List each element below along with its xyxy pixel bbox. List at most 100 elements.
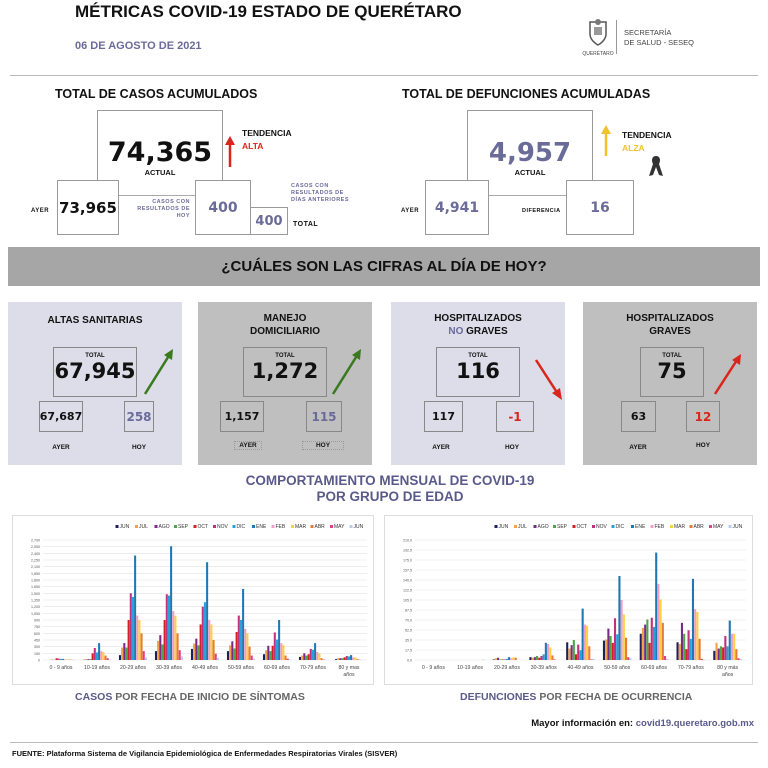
deaths-trend-label: TENDENCIA bbox=[622, 130, 672, 140]
y-tick-label: 2,400 bbox=[31, 552, 40, 556]
bar bbox=[269, 651, 272, 660]
cases-total-label: TOTAL bbox=[293, 221, 319, 228]
bar bbox=[512, 657, 515, 660]
bar bbox=[644, 624, 647, 660]
bar bbox=[106, 658, 109, 660]
deaths-chart-caption: DEFUNCIONES POR FECHA DE OCURRENCIA bbox=[460, 691, 692, 703]
cases-total-box: 400 bbox=[250, 207, 288, 235]
x-tick-label: 40-49 años bbox=[192, 665, 218, 671]
legend-swatch bbox=[252, 525, 255, 528]
trend-up-arrow-icon bbox=[225, 136, 235, 167]
y-tick-label: 0 bbox=[38, 659, 40, 663]
card-title-line-1: HOSPITALIZADOS bbox=[626, 313, 714, 324]
bar bbox=[159, 635, 162, 660]
y-tick-label: 1,050 bbox=[31, 612, 40, 616]
bar bbox=[278, 620, 281, 660]
bar bbox=[127, 620, 130, 660]
x-tick-label: 0 - 9 años bbox=[49, 665, 72, 671]
bar bbox=[265, 650, 268, 660]
x-tick-label: 40-49 años bbox=[568, 665, 594, 671]
card-title-text: ALTAS SANITARIAS bbox=[47, 315, 143, 326]
bar bbox=[627, 657, 630, 660]
card-title-line-2: NO GRAVES bbox=[391, 325, 565, 338]
bar bbox=[125, 647, 128, 660]
card-hospitalizados-graves: HOSPITALIZADOS GRAVES TOTAL 75 63 12 AYER … bbox=[583, 302, 757, 465]
legend-label: ENE bbox=[256, 524, 267, 530]
cases-trend-value: ALTA bbox=[242, 141, 264, 151]
bar bbox=[605, 639, 608, 660]
bar bbox=[282, 644, 285, 660]
card-ayer-box: 1,157 bbox=[220, 401, 264, 432]
bar bbox=[529, 657, 532, 660]
bar bbox=[685, 649, 688, 660]
page-title: MÉTRICAS COVID-19 ESTADO DE QUERÉTARO bbox=[75, 2, 462, 21]
bar bbox=[89, 659, 92, 660]
card-title: ALTAS SANITARIAS bbox=[8, 314, 182, 327]
bar bbox=[724, 636, 727, 660]
bar bbox=[680, 622, 683, 660]
card-total: 75 bbox=[657, 359, 687, 383]
bar bbox=[214, 653, 217, 660]
bar bbox=[102, 652, 105, 660]
bar bbox=[180, 656, 183, 660]
x-tick-label: 60-69 años bbox=[264, 665, 290, 671]
bar bbox=[356, 659, 359, 660]
source-note: FUENTE: Plataforma Sistema de Vigilancia… bbox=[12, 749, 398, 758]
legend-swatch bbox=[213, 525, 216, 528]
legend-label: FEB bbox=[655, 524, 665, 530]
bar bbox=[494, 658, 497, 660]
cases-chart-caption: CASOS POR FECHA DE INICIO DE SÍNTOMAS bbox=[75, 691, 305, 703]
card-hospitalizados-no-graves: HOSPITALIZADOS NO GRAVES TOTAL 116 117 -1 … bbox=[391, 302, 565, 465]
legend-label: DIC bbox=[616, 524, 625, 530]
bar bbox=[239, 620, 242, 660]
bar bbox=[588, 646, 591, 660]
card-manejo-domiciliario: MANEJO DOMICILIARIO TOTAL 1,272 1,157 115 … bbox=[198, 302, 372, 465]
bar bbox=[354, 657, 357, 660]
bar bbox=[273, 632, 276, 660]
bar bbox=[726, 646, 729, 660]
card-ayer-box: 117 bbox=[424, 401, 463, 432]
bar bbox=[622, 614, 625, 660]
deaths-trend-value: ALZA bbox=[622, 143, 645, 153]
bar bbox=[648, 642, 651, 660]
y-tick-label: 210.0 bbox=[403, 539, 412, 543]
bar bbox=[566, 642, 569, 660]
bar bbox=[98, 643, 101, 660]
more-info: Mayor información en: covid19.queretaro.… bbox=[531, 718, 754, 729]
bar bbox=[144, 657, 147, 660]
card-title: HOSPITALIZADOS NO GRAVES bbox=[391, 312, 565, 338]
bar bbox=[347, 656, 350, 660]
y-tick-label: 1,950 bbox=[31, 572, 40, 576]
legend-swatch bbox=[174, 525, 177, 528]
bar bbox=[652, 626, 656, 660]
y-tick-label: 105.0 bbox=[403, 599, 412, 603]
bar bbox=[298, 656, 302, 660]
bar bbox=[611, 642, 614, 660]
y-tick-label: 1,350 bbox=[31, 599, 40, 603]
card-hoy-label: HOY bbox=[695, 442, 711, 449]
bar bbox=[190, 648, 194, 660]
bar bbox=[341, 658, 344, 660]
bar bbox=[737, 658, 740, 660]
cases-hoy: 400 bbox=[208, 199, 238, 216]
bar bbox=[242, 588, 245, 660]
card-title-line-2: GRAVES bbox=[649, 326, 691, 337]
legend-swatch bbox=[514, 525, 517, 528]
bar bbox=[691, 578, 695, 660]
bar bbox=[165, 594, 168, 660]
bar bbox=[702, 659, 706, 660]
legend-label: NOV bbox=[596, 524, 608, 530]
card-total-box: TOTAL 1,272 bbox=[243, 347, 327, 397]
legend-label: SEP bbox=[557, 524, 568, 530]
legend-swatch bbox=[670, 525, 673, 528]
more-info-link[interactable]: covid19.queretaro.gob.mx bbox=[635, 718, 754, 729]
card-ayer-label: AYER bbox=[432, 444, 450, 451]
bar bbox=[121, 647, 124, 660]
card-hoy: -1 bbox=[508, 409, 522, 424]
cases-trend-label: TENDENCIA bbox=[242, 128, 292, 138]
bar bbox=[616, 634, 619, 660]
bar bbox=[176, 633, 179, 660]
card-total: 1,272 bbox=[251, 359, 319, 383]
y-tick-label: 1,650 bbox=[31, 585, 40, 589]
x-tick-label: 10-19 años bbox=[84, 665, 110, 671]
